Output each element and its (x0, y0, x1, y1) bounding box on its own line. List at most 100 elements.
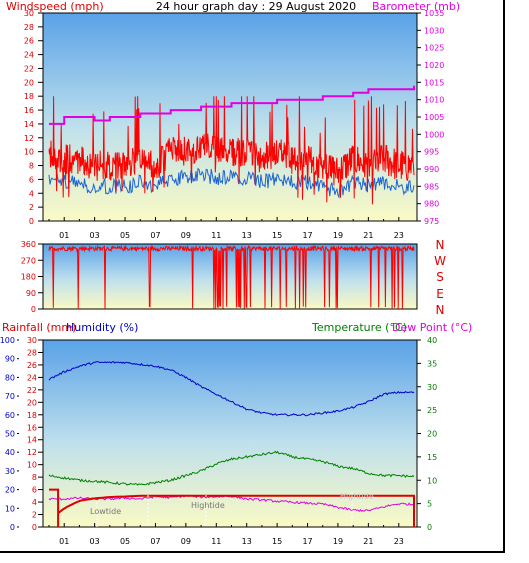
wind-tick-label: 8 (29, 162, 34, 171)
wind-tick-label: 18 (24, 92, 34, 101)
direction-tick-label: 270 (21, 256, 36, 265)
wind-x-tick-label: 05 (120, 231, 130, 240)
barometer-tick-label: 1025 (424, 44, 444, 53)
humidity-tick-label: 60 (5, 411, 15, 420)
direction-letter-s: S (436, 270, 444, 284)
wind-tick-label: 14 (24, 120, 34, 129)
rainfall-tick-label: 12 (27, 448, 37, 457)
wind-tick-label: 20 (24, 78, 34, 87)
barometer-tick-label: 990 (424, 165, 439, 174)
rainfall-tick-label: 24 (27, 373, 37, 382)
barometer-tick-label: 1030 (424, 26, 444, 35)
series-average-wind-line (48, 167, 415, 199)
barometer-tick-label: 975 (424, 217, 439, 226)
rainfall-tick-label: 10 (27, 461, 37, 470)
temperature-tick-label: 35 (427, 359, 437, 368)
rainfall-tick-label: 2 (32, 511, 37, 520)
temperature-tick-label: 5 (427, 500, 432, 509)
temperature-tick-label: 40 (427, 336, 437, 345)
wind-tick-label: 0 (29, 217, 34, 226)
series-dewpoint-line (48, 494, 415, 513)
wind-tick-label: 26 (24, 37, 34, 46)
direction-letter-n2: N (436, 303, 445, 317)
rain-x-tick-label: 19 (333, 537, 343, 546)
series-temperature-line (48, 450, 415, 486)
temperature-tick-label: 15 (427, 453, 437, 462)
wind-tick-label: 6 (29, 175, 34, 184)
humidity-tick-label: 10 (5, 504, 15, 513)
wind-x-tick-label: 03 (90, 231, 100, 240)
rain-x-tick-label: 15 (272, 537, 282, 546)
rain-x-tick-label: 01 (59, 537, 69, 546)
wind-x-tick-label: 15 (272, 231, 282, 240)
series-windspeed-line (48, 96, 415, 205)
wind-tick-label: 4 (29, 189, 34, 198)
chart-frame (0, 0, 505, 553)
rain-x-tick-label: 03 (90, 537, 100, 546)
barometer-tick-label: 1000 (424, 130, 444, 139)
temperature-tick-label: 30 (427, 383, 437, 392)
barometer-tick-label: 995 (424, 148, 439, 157)
lowtide-label: Lowtide (90, 507, 121, 516)
wind-x-tick-label: 13 (242, 231, 252, 240)
humidity-tick-label: 0 (10, 523, 15, 532)
wind-tick-label: 24 (24, 51, 34, 60)
wind-x-tick-label: 21 (363, 231, 373, 240)
barometer-tick-label: 1015 (424, 78, 444, 87)
rainfall-tick-label: 16 (27, 423, 37, 432)
barometer-tick-label: 1020 (424, 61, 444, 70)
direction-letter-e: E (436, 287, 444, 301)
wind-tick-label: 22 (24, 64, 34, 73)
barometer-tick-label: 980 (424, 200, 439, 209)
temperature-axis-title: Temperature (°C) (311, 321, 407, 334)
humidity-tick-label: 20 (5, 486, 15, 495)
wind-tick-label: 2 (29, 203, 34, 212)
chart-title: 24 hour graph day : 29 August 2020 (156, 0, 356, 13)
rainfall-axis-title: Rainfall (mm) (2, 321, 76, 334)
humidity-tick-label: 30 (5, 467, 15, 476)
rainfall-tick-label: 6 (32, 486, 37, 495)
rain-x-tick-label: 11 (211, 537, 221, 546)
humidity-tick-label: 80 (5, 373, 15, 382)
humidity-axis-title: Humidity (%) (66, 321, 138, 334)
rain-x-tick-label: 05 (120, 537, 130, 546)
barometer-axis-title: Barometer (mb) (372, 0, 460, 13)
rainfall-tick-label: 14 (27, 436, 37, 445)
rainfall-tick-label: 22 (27, 386, 37, 395)
wind-tick-label: 16 (24, 106, 34, 115)
wind-x-tick-label: 19 (333, 231, 343, 240)
wind-tick-label: 30 (24, 9, 34, 18)
direction-tick-label: 0 (31, 305, 36, 314)
rainfall-tick-label: 30 (27, 336, 37, 345)
wind-x-tick-label: 11 (211, 231, 221, 240)
direction-tick-label: 360 (21, 240, 36, 249)
temperature-tick-label: 25 (427, 406, 437, 415)
direction-tick-label: 180 (21, 273, 36, 282)
wind-x-tick-label: 23 (394, 231, 404, 240)
wind-tick-label: 28 (24, 23, 34, 32)
rainfall-tick-label: 28 (27, 348, 37, 357)
wind-x-tick-label: 01 (59, 231, 69, 240)
rainfall-tick-label: 20 (27, 398, 37, 407)
temperature-tick-label: 10 (427, 476, 437, 485)
rain-x-tick-label: 17 (302, 537, 312, 546)
direction-letter-n: N (436, 238, 445, 252)
wind-x-tick-label: 17 (302, 231, 312, 240)
wind-tick-label: 10 (24, 148, 34, 157)
hightide-label: Hightide (191, 501, 225, 510)
direction-panel (42, 243, 418, 310)
rainfall-tick-label: 26 (27, 361, 37, 370)
hightide-label-2: Hightide (340, 492, 374, 501)
barometer-tick-label: 1035 (424, 9, 444, 18)
windspeed-axis-title: Windspeed (mph) (6, 0, 104, 13)
wind-tick-label: 12 (24, 134, 34, 143)
temperature-tick-label: 0 (427, 523, 432, 532)
rainfall-tick-label: 18 (27, 411, 37, 420)
series-barometer-line (49, 85, 415, 125)
barometer-tick-label: 1010 (424, 96, 444, 105)
rain-x-tick-label: 23 (394, 537, 404, 546)
humidity-tick-label: 50 (5, 430, 15, 439)
series-humidity-line (48, 361, 415, 417)
dewpoint-axis-title: Dew Point (°C) (392, 321, 472, 334)
